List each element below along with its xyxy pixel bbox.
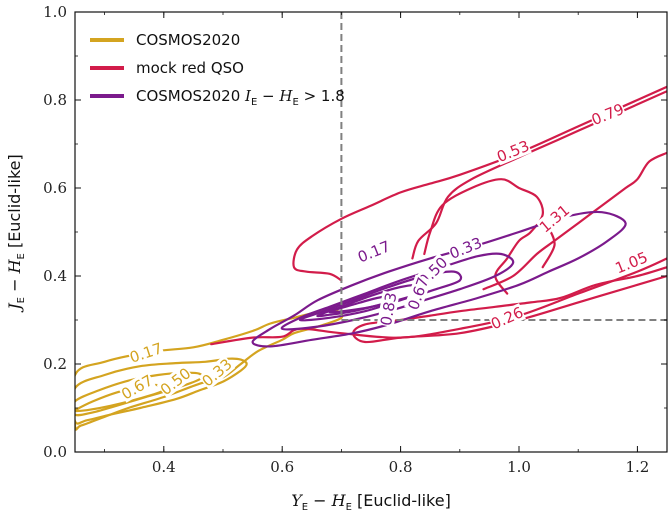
y-tick-label: 1.0 bbox=[43, 3, 67, 21]
y-tick-label: 0.4 bbox=[43, 267, 67, 285]
contour-label: 0.17 bbox=[355, 237, 393, 266]
axis-label-part: H bbox=[5, 258, 24, 274]
contour-label-group: 0.17 bbox=[127, 339, 165, 367]
legend-label: COSMOS2020 IE − HE > 1.8 bbox=[136, 87, 345, 108]
y-axis-ticks: 0.0 0.2 0.4 0.6 0.8 1.0 bbox=[43, 3, 667, 461]
series-2 bbox=[251, 210, 627, 348]
x-axis-label: YE − HE [Euclid-like] bbox=[291, 491, 451, 513]
contour-label-group: 0.53 bbox=[493, 136, 532, 166]
contour-line bbox=[292, 85, 667, 282]
legend-label-part: I bbox=[244, 87, 252, 105]
contour-label-bg bbox=[493, 136, 532, 166]
contour-label-bg bbox=[404, 274, 432, 313]
legend-label-part: E bbox=[292, 97, 298, 108]
axis-label-part: E bbox=[16, 297, 27, 303]
contour-line bbox=[411, 90, 667, 260]
y-axis-label: JE − HE [Euclid-like] bbox=[5, 154, 27, 312]
series-1 bbox=[210, 85, 667, 346]
legend-label-part: mock red QSO bbox=[136, 59, 244, 77]
legend-label: COSMOS2020 bbox=[136, 31, 240, 49]
legend-label-part: H bbox=[278, 87, 293, 105]
series-0 bbox=[75, 308, 344, 431]
contour-line bbox=[251, 210, 627, 348]
contour-label-group: 0.33 bbox=[198, 354, 236, 390]
axis-label-part: − bbox=[308, 491, 332, 510]
axis-label-part: − bbox=[5, 273, 24, 297]
contour-line bbox=[75, 308, 344, 431]
legend-label-part: − bbox=[257, 87, 279, 105]
contour-line bbox=[423, 178, 544, 295]
x-tick-label: 1.2 bbox=[625, 458, 649, 476]
contour-label-bg bbox=[127, 339, 165, 366]
x-tick-label: 1.0 bbox=[507, 458, 531, 476]
x-tick-label: 0.6 bbox=[270, 458, 294, 476]
contour-label-bg bbox=[535, 200, 573, 236]
contour-line bbox=[482, 151, 667, 291]
contour-line bbox=[298, 270, 463, 322]
axis-label-part: Y bbox=[291, 491, 303, 510]
axis-label-part: E bbox=[346, 502, 352, 513]
contour-label-bg bbox=[156, 364, 194, 399]
x-tick-label: 0.4 bbox=[152, 458, 176, 476]
axis-label-part: J bbox=[5, 302, 24, 313]
contour-label: 0.53 bbox=[494, 137, 532, 166]
y-tick-label: 0.0 bbox=[43, 443, 67, 461]
contour-label-group: 0.79 bbox=[588, 99, 627, 129]
legend-label-part: COSMOS2020 bbox=[136, 87, 245, 105]
contour-label-bg bbox=[612, 248, 651, 277]
contour-label-group: 0.17 bbox=[354, 237, 393, 266]
x-tick-label: 0.8 bbox=[389, 458, 413, 476]
contour-label-bg bbox=[117, 371, 156, 403]
contour-label: 0.83 bbox=[377, 291, 401, 327]
contour-label-bg bbox=[376, 290, 400, 328]
contour-label-bg bbox=[446, 233, 485, 263]
contour-line bbox=[280, 252, 515, 331]
contour-label: 0.17 bbox=[127, 339, 164, 366]
legend-label-part: > 1.8 bbox=[299, 87, 345, 105]
y-tick-label: 0.8 bbox=[43, 91, 67, 109]
legend-label-part: COSMOS2020 bbox=[136, 31, 240, 49]
y-tick-label: 0.6 bbox=[43, 179, 67, 197]
axis-label-part: [Euclid-like] bbox=[352, 491, 451, 510]
x-axis-ticks: 0.4 0.6 0.8 1.0 1.2 bbox=[104, 12, 649, 476]
axis-label-part: E bbox=[302, 502, 308, 513]
contour-label-bg bbox=[354, 237, 393, 266]
axis-label-part: [Euclid-like] bbox=[5, 154, 24, 253]
contour-label: 0.79 bbox=[589, 100, 627, 129]
y-tick-label: 0.2 bbox=[43, 355, 67, 373]
contour-label-group: 0.83 bbox=[376, 290, 401, 328]
contour-label-bg bbox=[198, 354, 236, 390]
contour-label-bg bbox=[487, 303, 526, 333]
legend-label-part: E bbox=[251, 97, 257, 108]
contour-line bbox=[75, 357, 248, 425]
contour-label-bg bbox=[588, 99, 627, 129]
contour-line bbox=[75, 371, 204, 417]
axis-label-part: H bbox=[331, 491, 347, 510]
axis-label-part: E bbox=[16, 253, 27, 259]
legend-label: mock red QSO bbox=[136, 59, 244, 77]
